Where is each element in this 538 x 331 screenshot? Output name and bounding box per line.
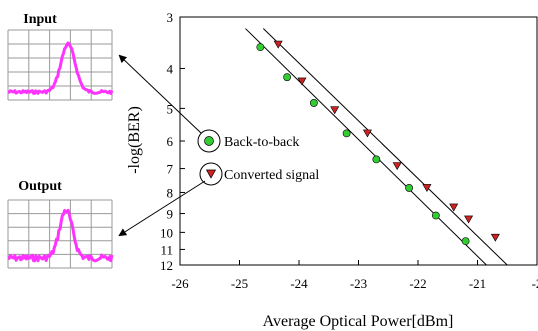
x-tick-label: -22 xyxy=(409,276,426,291)
output-eye-inset: Output xyxy=(7,179,114,269)
output-inset-title: Output xyxy=(18,179,62,194)
converted-signal-point xyxy=(362,129,372,138)
fit-line xyxy=(245,28,487,266)
arrow-to-output xyxy=(118,180,206,237)
legend-entry-back-to-back: Back-to-back xyxy=(197,129,299,153)
fit-lines xyxy=(245,28,508,266)
x-tick-label: -26 xyxy=(171,276,189,291)
legend-entry-converted-signal: Converted signal xyxy=(199,162,319,186)
y-tick-label: 4 xyxy=(167,61,174,76)
back-to-back-point xyxy=(309,99,318,107)
y-tick-label: 7 xyxy=(167,162,174,177)
x-tick-label: -24 xyxy=(290,276,308,291)
converted-signal-point xyxy=(422,184,432,193)
x-axis-title: Average Optical Power[dBm] xyxy=(263,313,454,330)
x-tick-label: -25 xyxy=(231,276,248,291)
y-tick-label: 5 xyxy=(167,101,174,116)
converted-signal-point xyxy=(490,233,500,242)
input-eye-inset: Input xyxy=(7,12,114,101)
y-tick-label: 8 xyxy=(167,185,174,200)
converted-signal-point xyxy=(449,203,459,212)
legend-marker-converted xyxy=(205,169,217,179)
legend: Back-to-back Converted signal xyxy=(197,129,319,186)
converted-signal-point xyxy=(330,106,340,115)
y-tick-label: 10 xyxy=(160,225,173,240)
x-tick-label: -2 xyxy=(532,276,538,291)
x-axis-ticks: -26 -25 -24 -23 -22 -21 -2 xyxy=(171,260,538,291)
input-inset-title: Input xyxy=(23,12,57,27)
back-to-back-point xyxy=(283,73,291,82)
legend-label-converted-signal: Converted signal xyxy=(224,168,319,183)
x-tick-label: -21 xyxy=(469,276,486,291)
y-axis-title: -log(BER) xyxy=(126,106,143,174)
y-tick-label: 6 xyxy=(167,134,174,149)
arrow-to-input xyxy=(118,54,202,134)
fit-line xyxy=(262,28,508,266)
data-markers xyxy=(256,40,500,246)
converted-signal-point xyxy=(464,215,474,224)
back-to-back-point xyxy=(342,129,351,138)
output-waveform xyxy=(7,208,114,263)
back-to-back-point xyxy=(431,211,440,220)
input-waveform xyxy=(7,41,114,95)
back-to-back-point xyxy=(461,237,470,246)
y-tick-label: 11 xyxy=(160,242,173,257)
output-inset-grid xyxy=(7,199,113,269)
y-tick-label: 12 xyxy=(160,258,173,273)
back-to-back-point xyxy=(405,184,413,192)
y-tick-label: 9 xyxy=(167,207,174,222)
legend-marker-back-to-back xyxy=(204,136,214,146)
converted-signal-point xyxy=(297,77,307,86)
back-to-back-point xyxy=(372,155,381,164)
back-to-back-point xyxy=(256,43,265,52)
converted-signal-point xyxy=(392,162,402,171)
legend-label-back-to-back: Back-to-back xyxy=(224,135,299,150)
x-tick-label: -23 xyxy=(350,276,367,291)
input-inset-grid xyxy=(7,29,113,101)
y-tick-label: 3 xyxy=(167,10,174,25)
converted-signal-point xyxy=(273,40,283,49)
